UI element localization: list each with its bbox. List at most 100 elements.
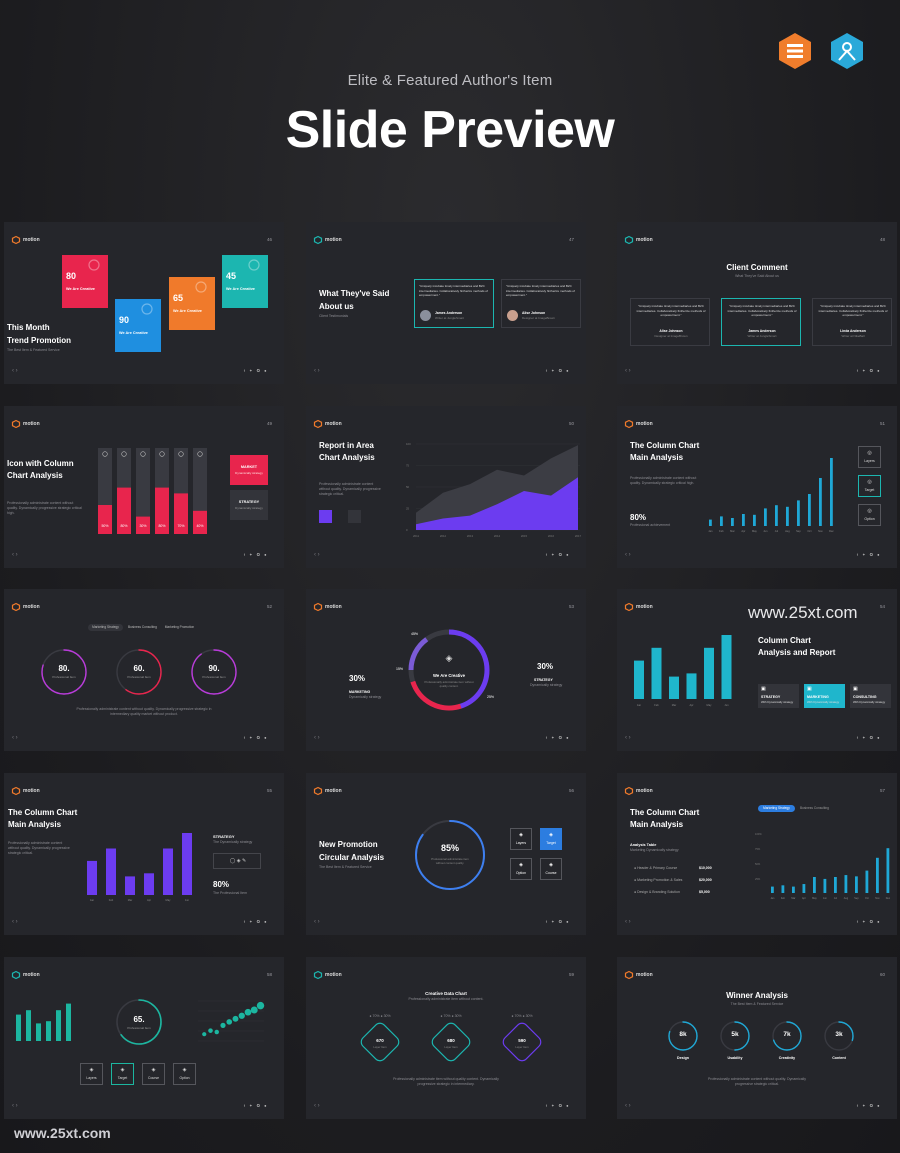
slide-53[interactable]: motion 53 ‹ › f ✦ ✪ ● ◈ We Are Creative Profes… bbox=[306, 589, 586, 751]
hexagon-shape bbox=[11, 419, 21, 429]
slide-nav-arrows[interactable]: ‹ › bbox=[625, 919, 631, 925]
slide-nav-arrows[interactable]: ‹ › bbox=[625, 552, 631, 558]
slide-nav-arrows[interactable]: ‹ › bbox=[314, 919, 320, 925]
bar bbox=[174, 493, 188, 534]
column-chart: 100% 75% 50% 25% Jan Feb Mar Apr May Jun Jul Aug Sep… bbox=[755, 832, 891, 900]
option-button-layers[interactable]: ◈ Layers bbox=[80, 1063, 103, 1085]
testimonial-name: Alise Johnson bbox=[522, 311, 546, 315]
slide-51[interactable]: motion 51 ‹ › f ✦ ✪ ● The Column Chart Main A… bbox=[617, 406, 897, 568]
slide-nav-arrows[interactable]: ‹ › bbox=[12, 552, 18, 558]
slide-nav-arrows[interactable]: ‹ › bbox=[625, 368, 631, 374]
info-tile-consulting[interactable]: ▣ CONSULTING With Dynamically strategy bbox=[850, 684, 891, 708]
slide-caption: Professionally administrate content with… bbox=[319, 482, 381, 496]
bar bbox=[66, 1003, 71, 1041]
slide-nav-arrows[interactable]: ‹ › bbox=[625, 735, 631, 741]
option-button-option[interactable]: ◈ Option bbox=[173, 1063, 196, 1085]
donut-chart bbox=[408, 629, 490, 711]
slide-56[interactable]: motion 56 ‹ › f ✦ ✪ ● New Promotion Circular … bbox=[306, 773, 586, 935]
stat-value: 80% bbox=[213, 880, 230, 889]
x-tick-label: Jun bbox=[185, 898, 190, 902]
bar bbox=[182, 833, 192, 895]
slide-54[interactable]: motion 54 ‹ › f ✦ ✪ ● Column Chart Analysis a… bbox=[617, 589, 897, 751]
stat-card-value: 65 bbox=[173, 293, 184, 303]
ring-value: 3k bbox=[835, 1031, 843, 1038]
slide-55[interactable]: motion 55 ‹ › f ✦ ✪ ● The Column Chart Main A… bbox=[4, 773, 284, 935]
info-tile-strategy[interactable]: ▣ STRATEGY With Dynamically strategy bbox=[758, 684, 799, 708]
bar bbox=[753, 514, 756, 526]
rocket-icon[interactable] bbox=[319, 510, 332, 523]
progress-ring-arc bbox=[116, 649, 162, 695]
side-button-target[interactable]: ◎ Target bbox=[858, 475, 881, 497]
slide-52[interactable]: motion 52 ‹ › f ✦ ✪ ● Marketing Strategy Busi… bbox=[4, 589, 284, 751]
donut-title: We Are Creative bbox=[433, 673, 465, 678]
slide-59[interactable]: motion 59 ‹ › f ✦ ✪ ● Creative Data Chart Pro… bbox=[306, 957, 586, 1119]
slide-nav-arrows[interactable]: ‹ › bbox=[12, 368, 18, 374]
stat-card-value: 80 bbox=[66, 271, 77, 281]
slide-58[interactable]: motion 58 ‹ › f ✦ ✪ ● 65. Professional Item ◈ L… bbox=[4, 957, 284, 1119]
slide-caption: Client Testimonials bbox=[319, 314, 349, 318]
hexagon-logo-icon bbox=[11, 602, 21, 612]
hexagon-shape bbox=[11, 602, 21, 612]
tile-icon: ▣ bbox=[761, 686, 766, 692]
scatter-point bbox=[202, 1032, 207, 1037]
sliders-icon[interactable] bbox=[348, 510, 361, 523]
y-tick-label: 75 bbox=[406, 464, 410, 468]
tab-1[interactable]: Business Consulting bbox=[128, 625, 157, 629]
option-button-course[interactable]: ◈ Course bbox=[142, 1063, 165, 1085]
slide-57[interactable]: motion 57 ‹ › f ✦ ✪ ● The Column Chart Main A… bbox=[617, 773, 897, 935]
side-button-icon: ◎ bbox=[867, 479, 872, 485]
slide-title: This Month bbox=[7, 323, 50, 332]
slide-title: Analysis and Report bbox=[758, 648, 836, 657]
side-button-option[interactable]: ◎ Option bbox=[858, 504, 881, 526]
slide-title: Main Analysis bbox=[630, 820, 684, 829]
option-button-target[interactable]: ◈ Target bbox=[540, 828, 562, 850]
slide-50[interactable]: motion 50 ‹ › f ✦ ✪ ● Report in Area Chart An… bbox=[306, 406, 586, 568]
slide-48[interactable]: motion 48 ‹ › f ✦ ✪ ● Client Comment What The… bbox=[617, 222, 897, 384]
slide-nav-arrows[interactable]: ‹ › bbox=[12, 735, 18, 741]
side-button-layers[interactable]: ◎ Layers bbox=[858, 446, 881, 468]
diamond-value: 670 bbox=[376, 1038, 384, 1043]
slide-nav-arrows[interactable]: ‹ › bbox=[625, 1103, 631, 1109]
slide-46[interactable]: motion 46 ‹ › f ✦ ✪ ● This Month Trend Promot… bbox=[4, 222, 284, 384]
brand-logo: motion bbox=[11, 786, 40, 796]
left-sub: Dynamically strategy bbox=[349, 695, 382, 699]
layers-icon: ◈ bbox=[445, 653, 453, 663]
tab-0[interactable]: Marketing Strategy bbox=[758, 805, 795, 812]
option-button-option[interactable]: ◈ Option bbox=[510, 858, 532, 880]
option-button-course[interactable]: ◈ Course bbox=[540, 858, 562, 880]
slide-60[interactable]: motion 60 ‹ › f ✦ ✪ ● Winner Analysis The Bes… bbox=[617, 957, 897, 1119]
slide-nav-arrows[interactable]: ‹ › bbox=[314, 1103, 320, 1109]
slide-nav-arrows[interactable]: ‹ › bbox=[314, 368, 320, 374]
tab-1[interactable]: Business Consulting bbox=[800, 806, 829, 810]
bar bbox=[704, 647, 714, 699]
option-button-layers[interactable]: ◈ Layers bbox=[510, 828, 532, 850]
stat-caption: Professional achievement bbox=[630, 523, 671, 527]
tab-0[interactable]: Marketing Strategy bbox=[88, 624, 123, 631]
hexagon-logo-icon bbox=[624, 786, 634, 796]
gear-icon bbox=[141, 303, 153, 315]
table-row-label: ● Header & Primary Course bbox=[634, 866, 678, 870]
slide-47[interactable]: motion 47 ‹ › f ✦ ✪ ● What They've Said About… bbox=[306, 222, 586, 384]
hexagon-logo-icon bbox=[11, 786, 21, 796]
icon-row-icons: ◯ ◈ ✎ bbox=[229, 858, 247, 864]
slide-title: About us bbox=[319, 302, 354, 311]
slide-nav-arrows[interactable]: ‹ › bbox=[314, 552, 320, 558]
option-button-target[interactable]: ◈ Target bbox=[111, 1063, 134, 1085]
bar bbox=[792, 886, 795, 893]
slide-nav-arrows[interactable]: ‹ › bbox=[314, 735, 320, 741]
left-label: MARKETING bbox=[349, 690, 371, 694]
brand-name: motion bbox=[325, 972, 342, 978]
bar bbox=[720, 516, 723, 526]
progress-ring bbox=[772, 1021, 802, 1051]
slide-number: 54 bbox=[879, 604, 885, 609]
slide-nav-arrows[interactable]: ‹ › bbox=[12, 919, 18, 925]
slide-caption: Professionally administrate content with… bbox=[8, 841, 70, 855]
x-tick-label: Mar bbox=[730, 529, 735, 533]
progress-ring-arc bbox=[772, 1021, 802, 1051]
info-tile-marketing[interactable]: ▣ MARKETING With Dynamically strategy bbox=[804, 684, 845, 708]
progress-ring bbox=[116, 999, 162, 1045]
slide-nav-arrows[interactable]: ‹ › bbox=[12, 1103, 18, 1109]
bar bbox=[802, 884, 806, 893]
tab-2[interactable]: Marketing Promotion bbox=[164, 625, 195, 629]
slide-49[interactable]: motion 49 ‹ › f ✦ ✪ ● Icon with Column Chart … bbox=[4, 406, 284, 568]
